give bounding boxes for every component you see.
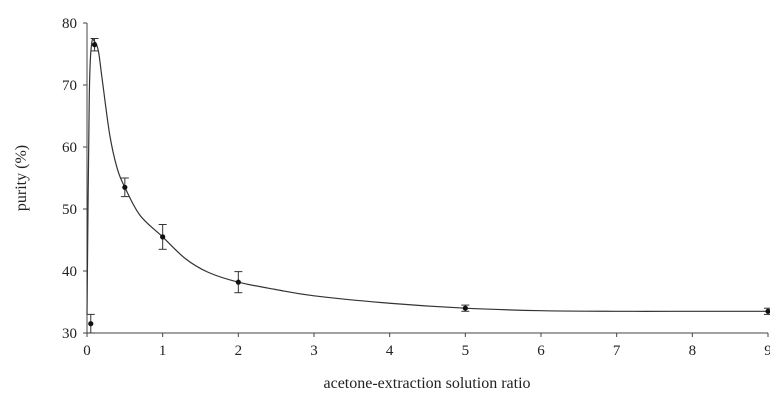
x-tick-label: 8 [689,343,697,359]
y-tick-label: 60 [62,140,77,156]
data-point [91,42,98,48]
y-ticks: 30 40 50 60 70 80 [62,16,87,342]
data-point [765,308,770,314]
x-tick-label: 4 [386,343,394,359]
x-tick-label: 1 [159,343,167,359]
y-tick-label: 40 [62,264,77,280]
data-points [88,42,770,327]
data-point [160,234,166,240]
y-axis-title: purity (%) [13,145,30,211]
data-point [122,184,128,190]
y-tick-label: 70 [62,78,77,94]
error-bars [86,38,770,334]
x-tick-label: 3 [310,343,318,359]
x-tick-label: 7 [613,343,621,359]
x-tick-label: 9 [764,343,770,359]
axes [86,23,768,334]
fit-curve [86,38,768,315]
x-tick-label: 2 [235,343,243,359]
x-tick-label: 0 [83,343,91,359]
y-tick-label: 30 [62,326,77,342]
y-tick-label: 50 [62,202,77,218]
x-tick-label: 5 [462,343,470,359]
y-tick-label: 80 [62,16,77,32]
x-axis-title: acetone-extraction solution ratio [323,375,530,392]
data-point [235,279,241,285]
data-point [88,321,94,327]
x-tick-label: 6 [537,343,545,359]
x-ticks: 0 1 2 3 4 5 6 7 8 9 [83,333,770,359]
data-point [462,305,468,311]
